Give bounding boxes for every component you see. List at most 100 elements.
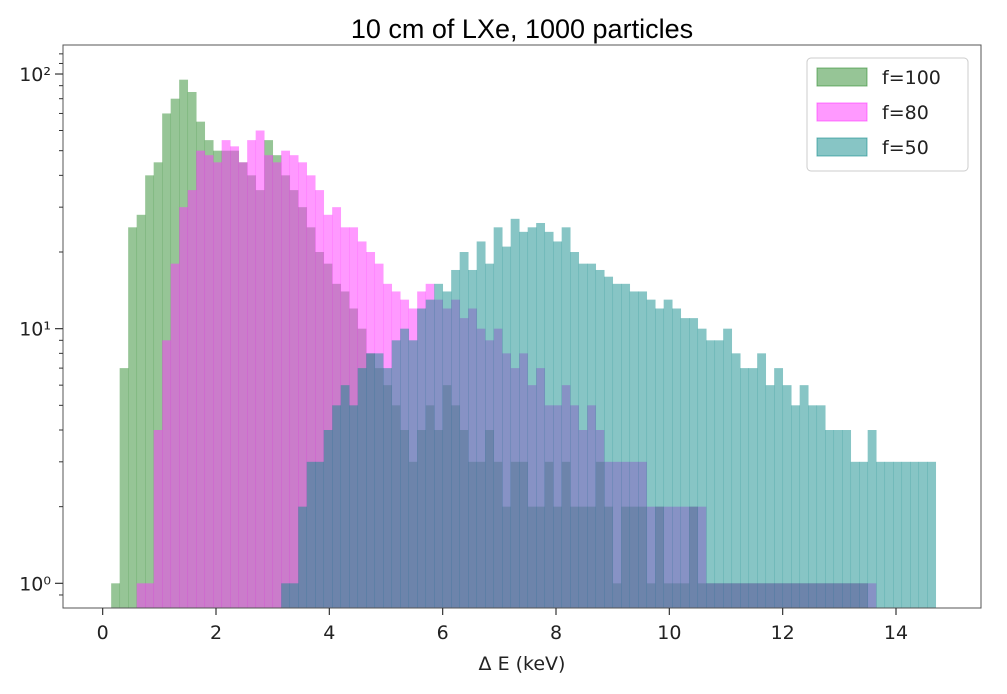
bar (493, 227, 503, 608)
bar (196, 150, 206, 609)
bar (561, 227, 571, 608)
chart-title: 10 cm of LXe, 1000 particles (351, 14, 693, 44)
bar (289, 155, 299, 608)
bar (706, 340, 716, 608)
bar (332, 405, 342, 608)
bar (111, 583, 121, 608)
legend-label: f=100 (882, 67, 941, 89)
bar (621, 283, 631, 608)
bar (230, 146, 240, 608)
bar (315, 190, 325, 608)
bar (519, 231, 529, 608)
bar (349, 405, 359, 608)
bar (680, 318, 690, 608)
bar (570, 252, 580, 608)
legend-swatch (816, 102, 868, 122)
bar (595, 269, 605, 608)
legend-label: f=80 (882, 102, 929, 124)
bar (510, 218, 520, 608)
bar (723, 328, 733, 608)
bar (850, 461, 860, 608)
bar (289, 583, 299, 608)
legend-swatch (816, 137, 868, 157)
series-f=50 (281, 218, 937, 609)
bar (799, 385, 809, 608)
bar (468, 269, 478, 608)
x-tick-label: 10 (657, 622, 681, 644)
bar (825, 430, 835, 608)
bar (536, 222, 546, 609)
bar (884, 461, 894, 608)
legend-swatch (816, 67, 868, 87)
bar (748, 368, 758, 608)
x-tick-label: 8 (550, 622, 562, 644)
bar (604, 276, 614, 608)
legend: f=100 f=80 f=50 (806, 57, 969, 172)
bar (425, 299, 435, 608)
bar (281, 150, 291, 609)
bar (893, 461, 903, 608)
bar (128, 227, 138, 608)
x-tick-label: 12 (771, 622, 795, 644)
bar (502, 246, 512, 609)
bar (901, 461, 911, 608)
bar (774, 368, 784, 608)
legend-label: f=50 (882, 137, 929, 159)
bar (315, 461, 325, 608)
bar (672, 308, 682, 608)
bar (842, 430, 852, 608)
bar (765, 385, 775, 608)
bar (527, 227, 537, 608)
y-axis: 10⁰ 10¹ 10² (19, 53, 63, 596)
bar (731, 353, 741, 608)
bar (476, 241, 486, 608)
bar (859, 461, 869, 608)
bar (391, 340, 401, 608)
y-tick-label: 10⁰ (19, 573, 51, 595)
bar (162, 340, 172, 608)
bar (170, 263, 180, 608)
bar (791, 405, 801, 608)
bar (553, 241, 563, 608)
bar (638, 291, 648, 608)
bar (714, 340, 724, 608)
bar (136, 583, 146, 608)
bar (655, 308, 665, 608)
bar (867, 430, 877, 608)
bar (179, 207, 189, 609)
bar (153, 162, 163, 608)
x-axis: 0 2 4 6 8 10 12 14 (97, 608, 908, 644)
bar (383, 368, 393, 608)
bar (238, 162, 248, 608)
bar (408, 340, 418, 608)
bar (485, 263, 495, 608)
bar (221, 140, 231, 608)
bar (876, 461, 886, 608)
x-tick-label: 0 (97, 622, 109, 644)
bar (910, 461, 920, 608)
x-tick-label: 2 (210, 622, 222, 644)
bar (808, 405, 818, 608)
y-tick-label: 10² (19, 64, 51, 86)
bar (357, 368, 367, 608)
bar (587, 263, 597, 608)
bar (153, 430, 163, 608)
bar (374, 353, 384, 608)
bar (272, 162, 282, 608)
bar (187, 190, 197, 608)
bar (697, 328, 707, 608)
x-tick-label: 6 (437, 622, 449, 644)
bar (757, 353, 767, 608)
bar (119, 368, 129, 608)
bar (145, 583, 155, 608)
bar (306, 461, 316, 608)
bar (400, 328, 410, 608)
bar (281, 583, 291, 608)
y-tick-label: 10¹ (19, 319, 51, 341)
bar (646, 299, 656, 608)
bar (833, 430, 843, 608)
bar (323, 214, 333, 609)
bar (612, 283, 622, 608)
bar (136, 214, 146, 609)
